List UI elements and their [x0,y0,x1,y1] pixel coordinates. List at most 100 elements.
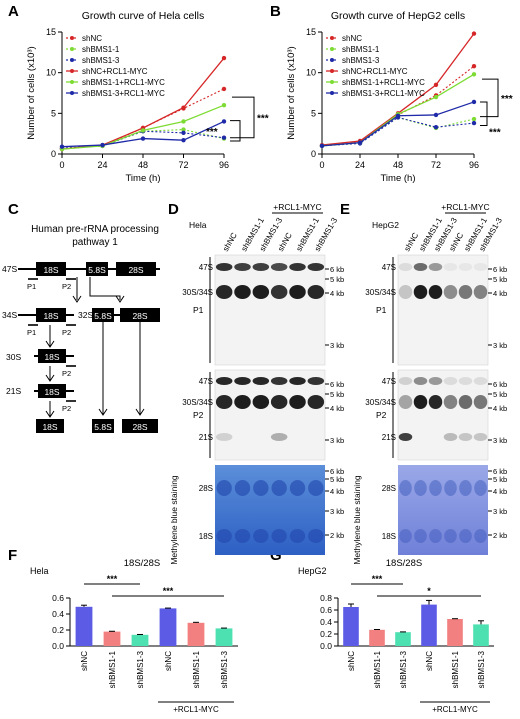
x-tick-label: 0 [59,160,64,170]
bar [447,619,463,646]
legend-marker [330,80,334,84]
legend-marker [70,47,74,51]
probe-label: P2 [376,410,387,420]
legend-label: shNC+RCL1-MYC [82,67,148,76]
stain-band-18s [234,529,251,543]
blot-band [458,395,473,409]
blot-panel [214,369,326,461]
product-18s-text: 18S [42,422,57,432]
northern-blot-hepg2: HepG2+RCL1-MYCshNCshBMS1-1shBMS1-3shNCsh… [352,202,507,565]
stain-band-18s [429,529,442,543]
data-point [319,143,325,149]
bar [75,606,93,646]
stain-band-28s [216,480,232,496]
blot-band [270,263,288,271]
arrowhead-21s [45,374,55,382]
category-label: shBMS1-1 [192,650,201,688]
arrowhead-58s [98,408,108,416]
x-tick-label: 24 [97,160,107,170]
segment-58s-text-32s: 5.8S [94,311,112,321]
series-line [61,129,225,149]
size-label: 6 kb [493,467,507,476]
blot-band [307,395,325,409]
blot-panel [397,254,489,366]
x-tick-label: 72 [431,160,441,170]
band-label: 30S/34S [365,398,396,407]
size-label: 4 kb [493,289,507,298]
y-tick-label: 10 [306,68,316,78]
category-label: shNC [80,651,89,671]
cell-line-label: HepG2 [372,220,399,230]
blot-band [252,285,270,299]
category-label: shNC [164,651,173,671]
cell-line-label: HepG2 [298,566,327,576]
growth-chart-hepg2: Growth curve of HepG2 cells 0 5 10 15 0 24 48 72… [286,10,513,184]
legend-marker [330,91,334,95]
legend-marker [70,91,74,95]
product-58s-text: 5.8S [94,422,112,432]
size-label: 6 kb [330,265,344,274]
blot-band [428,377,443,385]
probe-p1-label: P1 [27,282,36,291]
significance-label: *** [163,586,174,596]
stain-band-18s [444,529,457,543]
blot-band [252,377,270,385]
category-label: shBMS1-3 [220,650,229,688]
segment-18s-30s [38,349,66,363]
blot-band [413,263,428,271]
label-47s: 47S [2,264,17,274]
data-point [221,55,227,61]
size-label: 6 kb [330,380,344,389]
blot-band [270,433,288,441]
category-label: shNC [347,651,356,671]
blot-band [473,433,488,441]
segment-58s-text-47s: 5.8S [88,265,106,275]
series-line [321,116,475,147]
blot-band [428,285,443,299]
band-label: 28S [199,484,213,493]
blot-band [398,285,413,299]
size-label: 3 kb [493,436,507,445]
stain-band-18s [289,529,306,543]
segment-18s-47s [36,262,66,276]
y-tick-label: 5 [51,108,56,118]
probe-label: Methylene blue staining [352,475,362,565]
blot-band [270,285,288,299]
product-28s [122,419,158,433]
label-30s: 30S [6,352,21,362]
data-point [471,63,477,69]
size-label: 5 kb [493,475,507,484]
band-label: 30S/34S [365,288,396,297]
bar [215,628,233,646]
y-tick-label: 0.2 [52,625,64,635]
blot-band [473,285,488,299]
size-label: 2 kb [330,531,344,540]
blot-band [307,263,325,271]
size-label: 6 kb [330,467,344,476]
y-tick-label: 0.4 [320,617,332,627]
blot-band [215,377,233,385]
blot-band [215,395,233,409]
legend-label: shBMS1-3+RCL1-MYC [82,89,165,98]
y-tick-label: 0.6 [320,605,332,615]
legend-label: shBMS1-1+RCL1-MYC [82,78,165,87]
size-label: 6 kb [493,265,507,274]
ratio-chart-hepg2: HepG2 18S/28S 0.0 0.2 0.4 0.6 0.8 shNC shBMS1-1 s… [298,558,494,714]
blot-band [458,263,473,271]
legend-label: shBMS1-3 [342,56,380,65]
panel-label-f: F [8,547,17,564]
y-axis-label: Number of cells (x10³) [286,46,297,139]
blot-band [473,395,488,409]
category-label: shBMS1-1 [108,650,117,688]
bar [159,608,177,646]
cell-line-label: Hela [189,220,207,230]
blot-band [398,263,413,271]
x-tick-label: 72 [178,160,188,170]
group-label: +RCL1-MYC [273,202,321,212]
blot-panel [214,254,326,366]
y-tick-label: 15 [306,27,316,37]
blot-band [428,263,443,271]
significance-label: *** [206,127,218,138]
blot-band [234,395,251,409]
size-label: 5 kb [330,390,344,399]
